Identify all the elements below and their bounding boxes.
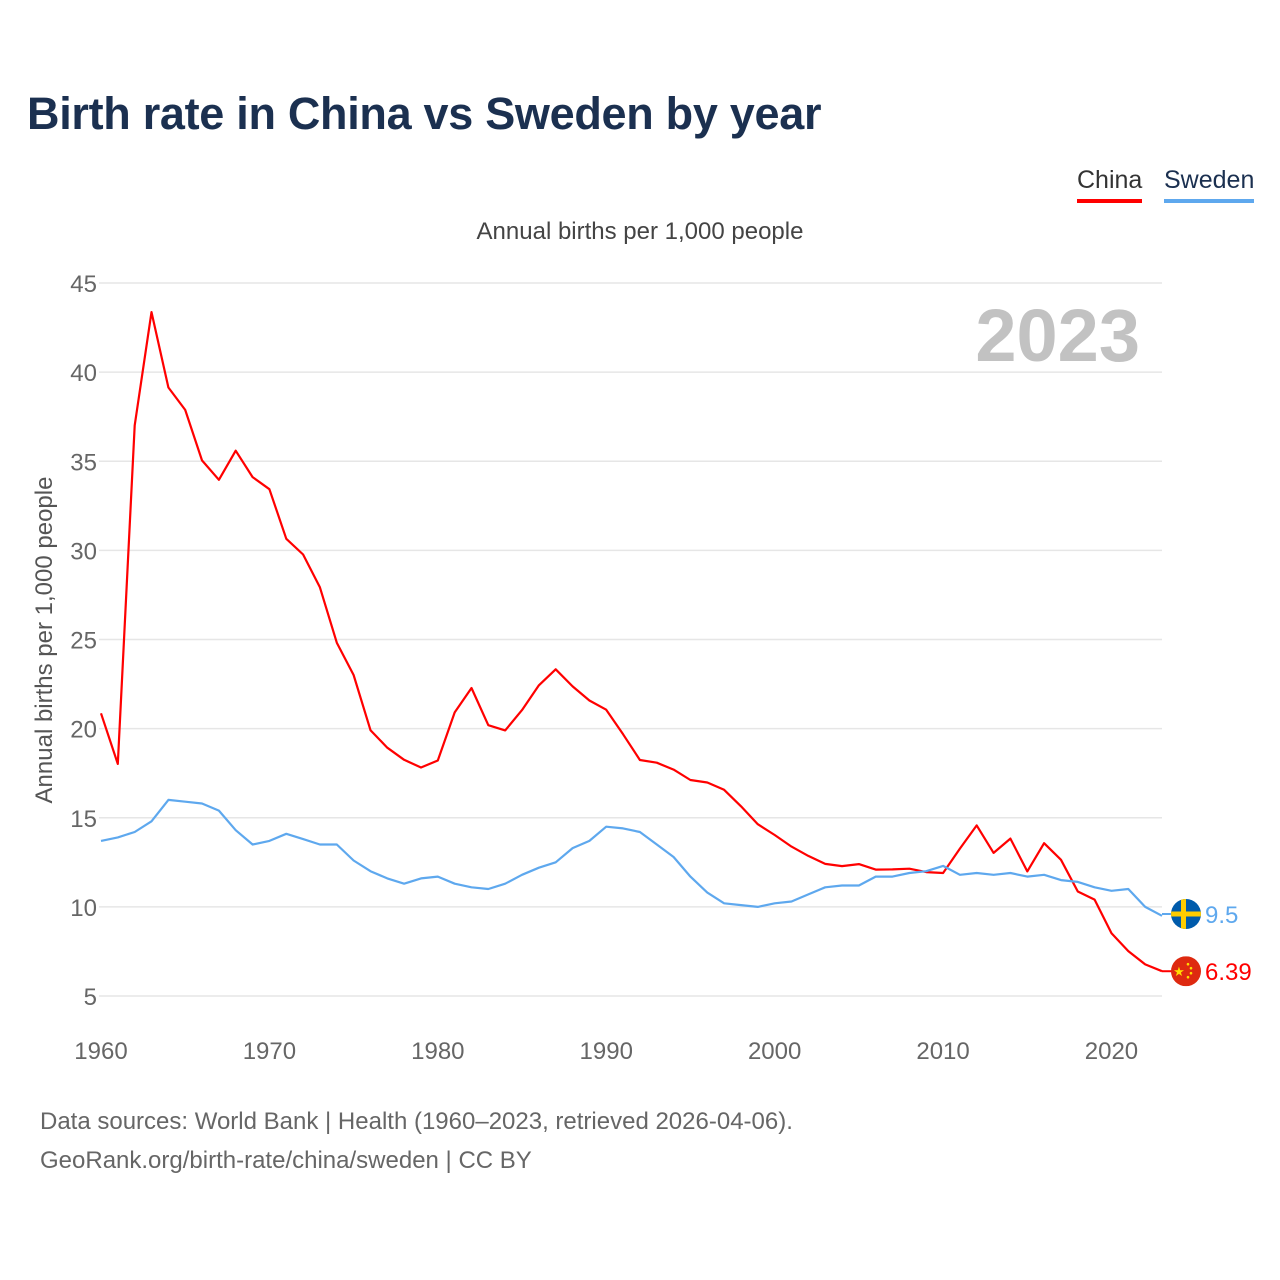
y-tick-label: 20 bbox=[70, 717, 97, 744]
series-line-china bbox=[99, 311, 1163, 973]
flag-cross-v bbox=[1181, 899, 1186, 929]
x-tick-label: 2010 bbox=[916, 1038, 969, 1065]
y-tick-label: 15 bbox=[70, 806, 97, 833]
end-value-label-sweden: 9.5 bbox=[1205, 902, 1238, 929]
x-tick-label: 1960 bbox=[74, 1038, 127, 1065]
series-line-sweden bbox=[100, 798, 1163, 917]
y-axis-label: Annual births per 1,000 people bbox=[31, 477, 58, 804]
x-tick-label: 2000 bbox=[748, 1038, 801, 1065]
legend-item-sweden[interactable]: Sweden bbox=[1164, 166, 1255, 203]
flag-field bbox=[1171, 956, 1201, 987]
x-tick-label: 1990 bbox=[580, 1038, 633, 1065]
y-tick-label: 5 bbox=[84, 984, 97, 1011]
y-tick-label: 25 bbox=[70, 628, 97, 655]
end-value-label-china: 6.39 bbox=[1205, 959, 1252, 986]
footer-sources: Data sources: World Bank | Health (1960–… bbox=[40, 1108, 793, 1135]
flag-small-star bbox=[1186, 975, 1190, 979]
y-tick-label: 35 bbox=[70, 449, 97, 476]
x-tick-label: 1970 bbox=[243, 1038, 296, 1065]
china-flag-icon: ★ bbox=[1171, 956, 1201, 987]
y-tick-label: 30 bbox=[70, 538, 97, 565]
flag-small-star bbox=[1186, 962, 1190, 966]
chart-subtitle: Annual births per 1,000 people bbox=[476, 218, 804, 245]
flag-small-star bbox=[1189, 966, 1193, 970]
year-watermark: 2023 bbox=[975, 294, 1140, 377]
flag-small-star bbox=[1189, 971, 1193, 975]
footer-link[interactable]: GeoRank.org/birth-rate/china/sweden | CC… bbox=[40, 1147, 532, 1174]
y-tick-label: 45 bbox=[70, 271, 97, 298]
legend-item-china[interactable]: China bbox=[1077, 166, 1143, 203]
y-tick-label: 10 bbox=[70, 895, 97, 922]
sweden-flag-icon bbox=[1171, 899, 1201, 929]
flag-star: ★ bbox=[1173, 964, 1185, 979]
x-tick-label: 1980 bbox=[411, 1038, 464, 1065]
x-tick-label: 2020 bbox=[1085, 1038, 1138, 1065]
y-tick-label: 40 bbox=[70, 360, 97, 387]
chart-title: Birth rate in China vs Sweden by year bbox=[27, 88, 822, 139]
